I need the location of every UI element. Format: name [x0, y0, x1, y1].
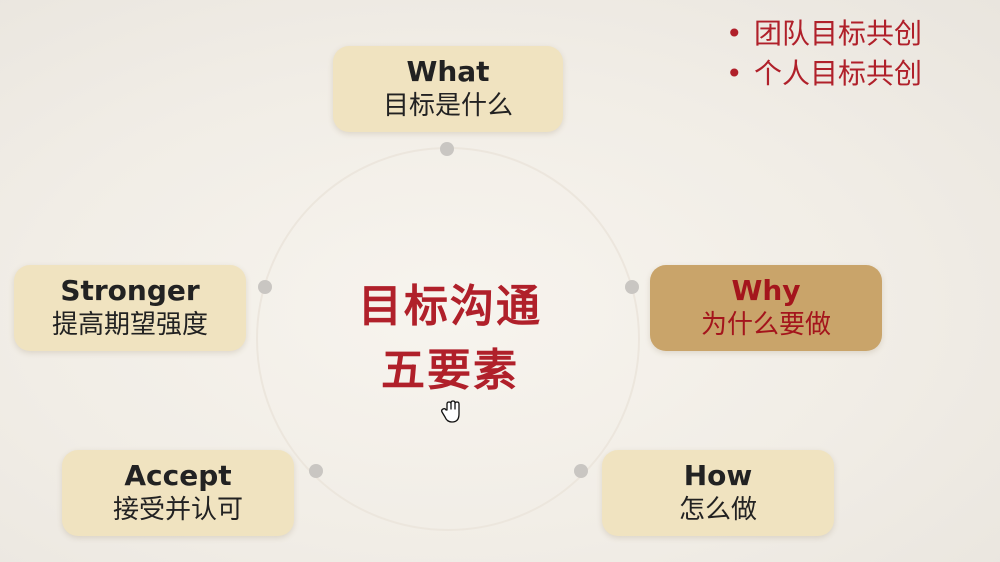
center-title-line2: 五要素: [381, 345, 519, 396]
ring-dot-bottom-left: [309, 464, 323, 478]
node-stronger: Stronger 提高期望强度: [14, 265, 246, 351]
node-why-title: Why: [731, 274, 801, 307]
bullet-list: 团队目标共创 个人目标共创: [726, 14, 922, 94]
bullet-item: 团队目标共创: [726, 14, 922, 54]
node-why-desc: 为什么要做: [700, 310, 831, 340]
center-title: 目标沟通 五要素: [330, 275, 570, 403]
node-what-desc: 目标是什么: [382, 91, 513, 121]
ring-dot-left: [258, 280, 272, 294]
ring-dot-top: [440, 142, 454, 156]
node-what-title: What: [406, 55, 490, 88]
node-accept: Accept 接受并认可: [62, 450, 294, 536]
node-what: What 目标是什么: [333, 46, 563, 132]
node-accept-title: Accept: [124, 459, 232, 492]
node-stronger-title: Stronger: [60, 274, 200, 307]
ring-dot-right: [625, 280, 639, 294]
node-how: How 怎么做: [602, 450, 834, 536]
ring-dot-bottom-right: [574, 464, 588, 478]
node-why: Why 为什么要做: [650, 265, 882, 351]
node-how-title: How: [683, 459, 753, 492]
node-stronger-desc: 提高期望强度: [51, 310, 208, 340]
bullet-item: 个人目标共创: [726, 54, 922, 94]
node-accept-desc: 接受并认可: [112, 495, 243, 525]
center-title-line1: 目标沟通: [358, 281, 542, 332]
hand-cursor-icon: [441, 400, 460, 423]
node-how-desc: 怎么做: [678, 495, 757, 525]
